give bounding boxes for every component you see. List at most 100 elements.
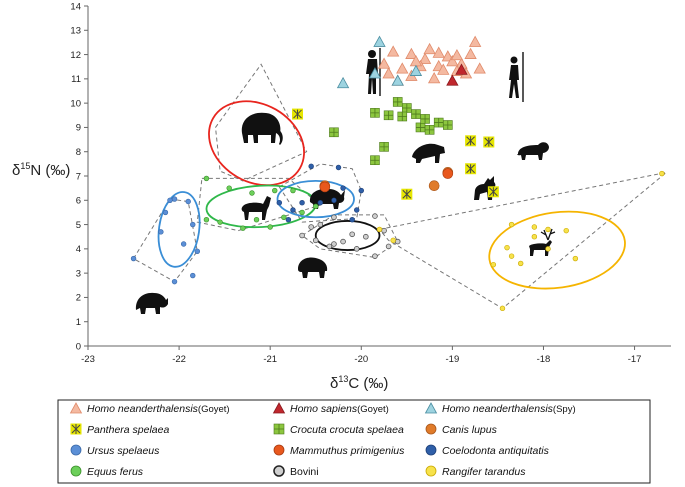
point-bovini <box>372 213 378 219</box>
point-homo-neanderthalensis-goyet <box>432 46 445 58</box>
point-homo-neanderthalensis-goyet <box>386 45 400 57</box>
point-rangifer-tarandus <box>490 261 497 268</box>
legend-item: Rangifer tarandus <box>425 465 526 478</box>
point-rangifer-tarandus <box>390 237 396 244</box>
legend-label: Ursus spelaeus <box>87 445 160 457</box>
hull-mammuthus-primigenius <box>214 63 308 182</box>
x-tick-label: -20 <box>354 354 368 365</box>
point-homo-sapiens-goyet <box>446 74 459 86</box>
marker-plus <box>370 155 380 165</box>
legend-marker-star <box>71 424 81 434</box>
legend-label: Mammuthus primigenius <box>290 445 405 457</box>
point-panthera-spelaea <box>465 135 477 147</box>
point-homo-neanderthalensis-goyet <box>437 63 450 75</box>
point-coelodonta-antiquitatis <box>340 185 346 191</box>
point-homo-neanderthalensis-goyet <box>396 62 409 74</box>
legend-item: Crocuta crocuta spelaea <box>273 423 404 436</box>
point-canis-lupus <box>428 180 440 192</box>
point-crocuta-crocuta-spelaea <box>443 120 453 130</box>
point-equus-ferus <box>313 203 319 210</box>
point-equus-ferus <box>281 214 287 220</box>
point-homo-neanderthalensis-goyet <box>427 72 441 84</box>
point-crocuta-crocuta-spelaea <box>370 108 380 118</box>
point-homo-sapiens-goyet <box>455 63 468 75</box>
point-bovini <box>312 237 319 244</box>
legend-marker <box>69 402 83 414</box>
point-panthera-spelaea <box>483 136 495 148</box>
ellipse-mammuthus-primigenius <box>208 100 305 187</box>
point-panthera-spelaea <box>401 188 413 200</box>
point-crocuta-crocuta-spelaea <box>383 110 394 121</box>
bear-icon <box>135 292 168 314</box>
legend-marker <box>425 423 437 435</box>
reindeer-icon <box>529 228 556 256</box>
point-equus-ferus <box>217 219 223 225</box>
y-tick-label: 5 <box>76 220 81 231</box>
y-tick-label: 10 <box>70 98 81 109</box>
point-rangifer-tarandus <box>504 244 510 251</box>
ellipse-ursus-spelaeus <box>157 191 201 268</box>
marker-star <box>466 136 475 146</box>
lion-icon <box>517 142 549 160</box>
point-homo-neanderthalensis-goyet <box>382 67 395 79</box>
point-rangifer-tarandus <box>499 305 506 312</box>
point-crocuta-crocuta-spelaea <box>415 122 426 133</box>
point-bovini <box>353 246 360 252</box>
marker-plus <box>434 118 444 128</box>
point-homo-neanderthalensis-goyet <box>464 47 477 59</box>
x-tick-label: -23 <box>81 354 95 365</box>
legend-marker <box>273 444 285 456</box>
legend-label: Homo sapiens(Goyet) <box>290 403 389 415</box>
point-ursus-spelaeus <box>171 196 178 202</box>
point-bovini <box>331 241 337 247</box>
mammoth-icon <box>241 112 283 145</box>
figure-body <box>509 65 519 98</box>
hull-coelodonta-antiquitatis <box>278 163 362 223</box>
point-bovini <box>317 221 324 228</box>
legend-marker <box>425 465 437 477</box>
point-homo-neanderthalensis-spy <box>336 76 350 89</box>
point-equus-ferus <box>226 185 232 191</box>
legend-marker-plus <box>274 424 284 434</box>
point-homo-neanderthalensis-goyet <box>473 62 486 74</box>
legend-label: Equus ferus <box>87 466 144 478</box>
figure-head <box>368 50 376 58</box>
point-mammuthus-primigenius <box>319 181 331 193</box>
y-tick-label: 14 <box>70 1 81 12</box>
sapiens-figure-icon <box>509 52 524 102</box>
point-rangifer-tarandus <box>531 224 538 230</box>
point-rangifer-tarandus <box>508 253 515 259</box>
legend-marker <box>70 465 82 477</box>
y-tick-label: 1 <box>76 317 81 328</box>
point-crocuta-crocuta-spelaea <box>433 117 444 128</box>
legend-label: Homo neanderthalensis(Goyet) <box>87 403 230 415</box>
point-homo-neanderthalensis-spy <box>391 74 404 86</box>
point-bovini <box>363 233 369 240</box>
legend-item: Homo neanderthalensis(Goyet) <box>69 402 230 415</box>
point-coelodonta-antiquitatis <box>331 197 337 203</box>
marker-plus <box>393 97 403 107</box>
legend-item: Ursus spelaeus <box>70 444 160 457</box>
point-rangifer-tarandus <box>517 260 524 267</box>
point-equus-ferus <box>267 224 273 230</box>
y-tick-label: 9 <box>76 123 81 134</box>
legend-label: Homo neanderthalensis(Spy) <box>442 403 576 415</box>
hull-rangifer-tarandus <box>378 171 667 310</box>
x-tick-label: -22 <box>172 354 186 365</box>
horse-body <box>241 196 271 220</box>
point-homo-neanderthalensis-goyet <box>377 57 391 69</box>
point-homo-neanderthalensis-goyet <box>418 52 432 64</box>
data-points <box>130 35 665 312</box>
point-coelodonta-antiquitatis <box>308 163 314 169</box>
hyena-icon <box>412 143 445 163</box>
y-tick-label: 8 <box>76 147 81 158</box>
x-tick-label: -18 <box>537 354 551 365</box>
marker-plus <box>402 103 412 113</box>
point-mammuthus-primigenius <box>442 168 454 179</box>
x-axis-label: δ13C (‰) <box>330 374 388 392</box>
point-crocuta-crocuta-spelaea <box>397 111 408 122</box>
point-rangifer-tarandus <box>563 227 569 234</box>
legend-marker <box>272 402 286 414</box>
point-equus-ferus <box>253 217 260 223</box>
point-coelodonta-antiquitatis <box>299 200 305 206</box>
